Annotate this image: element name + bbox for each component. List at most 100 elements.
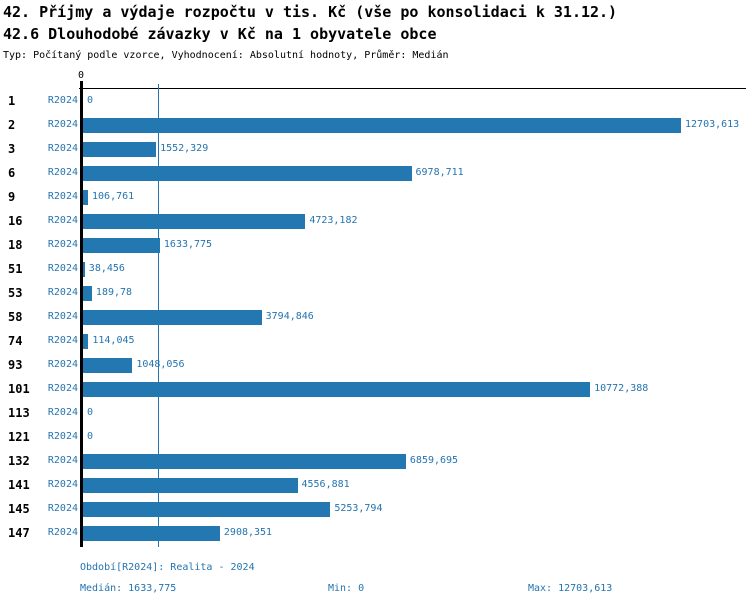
row-category-label: 3 <box>8 142 16 156</box>
bar-value-label: 1552,329 <box>160 143 209 154</box>
bar <box>83 357 133 373</box>
bar <box>83 333 89 349</box>
row-series-label: R2024 <box>47 527 78 538</box>
row-category-label: 16 <box>8 214 23 228</box>
chart-row: 3 R2024 1552,329 <box>0 137 750 161</box>
bar <box>83 141 157 157</box>
row-series-label: R2024 <box>47 503 78 514</box>
bar <box>83 261 85 277</box>
bar-value-label: 2908,351 <box>223 527 273 538</box>
row-series-label: R2024 <box>47 311 78 322</box>
chart-row: 1 R2024 0 <box>0 89 750 113</box>
row-category-label: 132 <box>8 454 30 468</box>
bar <box>83 309 262 325</box>
row-category-label: 58 <box>8 310 23 324</box>
chart-row: 9 R2024 106,761 <box>0 185 750 209</box>
bar-value-label: 10772,388 <box>594 383 649 394</box>
chart-row: 2 R2024 12703,613 <box>0 113 750 137</box>
bar-value-label: 4723,182 <box>309 215 358 226</box>
row-series-label: R2024 <box>47 239 78 250</box>
chart-row: 121 R2024 0 <box>0 425 750 449</box>
bar-value-label: 3794,846 <box>265 311 314 322</box>
row-category-label: 74 <box>8 334 23 348</box>
bar-value-label: 1633,775 <box>163 239 213 250</box>
row-series-label: R2024 <box>47 215 78 226</box>
row-category-label: 145 <box>8 502 30 516</box>
bar-value-label: 4556,881 <box>301 479 350 490</box>
row-category-label: 113 <box>8 406 30 420</box>
bar <box>83 189 89 205</box>
row-series-label: R2024 <box>47 359 78 370</box>
chart-row: 113 R2024 0 <box>0 401 750 425</box>
chart-row: 145 R2024 5253,794 <box>0 497 750 521</box>
chart-row: 6 R2024 6978,711 <box>0 161 750 185</box>
bar-value-label: 6859,695 <box>409 455 459 466</box>
row-category-label: 9 <box>8 190 16 204</box>
bar-value-label: 0 <box>87 95 94 106</box>
bar <box>83 165 412 181</box>
bar-value-label: 106,761 <box>92 191 135 202</box>
footer-min-label: Min: 0 <box>328 583 365 594</box>
bar <box>83 453 406 469</box>
row-series-label: R2024 <box>47 479 78 490</box>
row-category-label: 147 <box>8 526 30 540</box>
row-series-label: R2024 <box>47 407 78 418</box>
row-series-label: R2024 <box>47 335 78 346</box>
row-category-label: 51 <box>8 262 23 276</box>
bar-rows: 1 R2024 0 2 R2024 12703,613 3 R2024 1552,329 6 R20… <box>0 89 750 545</box>
bar-value-label: 5253,794 <box>334 503 383 514</box>
bar <box>83 525 220 541</box>
row-series-label: R2024 <box>47 167 78 178</box>
chart-meta-line: Typ: Počítaný podle vzorce, Vyhodnocení:… <box>3 50 449 61</box>
footer-median-label: Medián: 1633,775 <box>80 583 177 594</box>
bar-value-label: 6978,711 <box>415 167 464 178</box>
chart-row: 147 R2024 2908,351 <box>0 521 750 545</box>
chart-row: 141 R2024 4556,881 <box>0 473 750 497</box>
bar-value-label: 1048,056 <box>136 359 185 370</box>
row-category-label: 101 <box>8 382 30 396</box>
chart-row: 18 R2024 1633,775 <box>0 233 750 257</box>
chart-row: 132 R2024 6859,695 <box>0 449 750 473</box>
row-series-label: R2024 <box>47 119 78 130</box>
row-series-label: R2024 <box>47 95 78 106</box>
page-title: 42. Příjmy a výdaje rozpočtu v tis. Kč (… <box>3 3 618 21</box>
row-category-label: 2 <box>8 118 16 132</box>
row-category-label: 141 <box>8 478 30 492</box>
chart-row: 93 R2024 1048,056 <box>0 353 750 377</box>
row-category-label: 6 <box>8 166 16 180</box>
bar-value-label: 114,045 <box>92 335 135 346</box>
x-axis-line <box>79 88 746 89</box>
y-axis-line <box>80 81 83 547</box>
row-category-label: 121 <box>8 430 30 444</box>
bar <box>83 285 92 301</box>
row-category-label: 1 <box>8 94 16 108</box>
row-series-label: R2024 <box>47 143 78 154</box>
row-category-label: 53 <box>8 286 23 300</box>
chart-row: 58 R2024 3794,846 <box>0 305 750 329</box>
bar-value-label: 12703,613 <box>685 119 740 130</box>
x-axis-zero-tick-label: 0 <box>77 70 85 81</box>
row-series-label: R2024 <box>47 431 78 442</box>
row-series-label: R2024 <box>47 287 78 298</box>
bar-value-label: 0 <box>87 431 94 442</box>
chart-row: 74 R2024 114,045 <box>0 329 750 353</box>
bar <box>83 477 298 493</box>
row-category-label: 18 <box>8 238 23 252</box>
row-series-label: R2024 <box>47 191 78 202</box>
chart-row: 101 R2024 10772,388 <box>0 377 750 401</box>
bar <box>83 213 306 229</box>
bar <box>83 237 160 253</box>
bar-value-label: 189,78 <box>95 287 133 298</box>
row-category-label: 93 <box>8 358 23 372</box>
chart-row: 51 R2024 38,456 <box>0 257 750 281</box>
bar <box>83 117 682 133</box>
bar <box>83 381 591 397</box>
chart-subtitle: 42.6 Dlouhodobé závazky v Kč na 1 obyvat… <box>3 25 437 43</box>
chart-row: 16 R2024 4723,182 <box>0 209 750 233</box>
bar <box>83 501 331 517</box>
footer-max-label: Max: 12703,613 <box>528 583 613 594</box>
footer-period-label: Období[R2024]: Realita - 2024 <box>80 562 255 573</box>
row-series-label: R2024 <box>47 455 78 466</box>
row-series-label: R2024 <box>47 383 78 394</box>
